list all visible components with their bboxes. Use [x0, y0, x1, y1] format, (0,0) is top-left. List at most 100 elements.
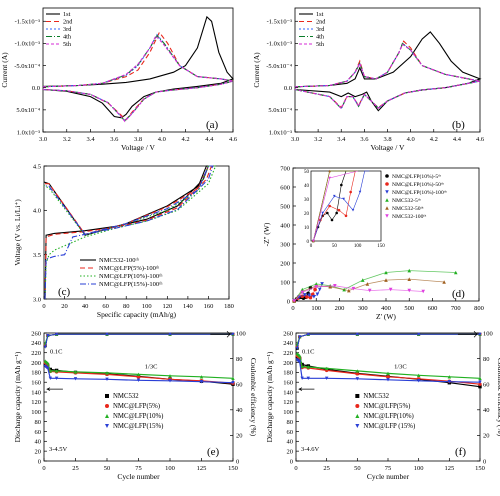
annotation-voltage: 3-4.6V: [301, 446, 320, 453]
x-tick-label: 500: [404, 305, 414, 312]
data-point: [305, 295, 309, 299]
data-point: [307, 293, 312, 298]
y-tick-label: 260: [31, 330, 41, 337]
y-tick-label: 200: [31, 360, 41, 367]
y-tick-label: 0: [287, 298, 290, 305]
y-tick-label: 80: [287, 419, 294, 426]
data-point: [328, 284, 332, 289]
capacity-point: [300, 376, 304, 380]
y-tick-label: 600: [280, 184, 290, 191]
capacity-point: [48, 376, 52, 380]
legend-marker: [385, 174, 389, 178]
efficiency-point: [295, 346, 299, 350]
panel-a: 3.0 3.2 3.4 3.6 3.8 4.0 4.2 4.4 4.6 1.0x10⁻³ 5.0x1…: [0, 7, 238, 152]
x-axis-label: Voltage / V: [121, 143, 155, 152]
inset-x-tick-label: 50: [332, 244, 338, 249]
series-line-1st: [294, 31, 482, 112]
data-point: [300, 290, 305, 295]
y-tick-label: 120: [31, 399, 41, 406]
legend-label: NMC@LFP(15%)-100ᵗʰ: [99, 281, 163, 288]
y-tick-label: 240: [283, 340, 293, 347]
legend-label: NMC532: [113, 393, 139, 400]
arrow-right-axis: [210, 331, 231, 338]
y-right-tick-label: 20: [483, 433, 490, 440]
x-tick-label: 600: [428, 305, 438, 312]
inset-series-line: [313, 170, 358, 242]
series-line-NMC-LFP-15-100-: [43, 165, 214, 300]
capacity-point: [416, 373, 421, 378]
x-axis-label: Cycle number: [117, 472, 160, 481]
capacity-point: [478, 376, 482, 380]
y-right-tick-label: 0: [236, 458, 239, 465]
x-tick-label: 4.0: [158, 136, 166, 143]
y-tick-label: 5.0x10⁻⁴: [268, 107, 292, 114]
legend-marker: [385, 198, 389, 202]
legend-marker: [385, 206, 389, 210]
data-point: [453, 270, 458, 275]
x-tick-label: 100: [165, 465, 175, 472]
capacity-point: [306, 365, 310, 369]
capacity-point: [105, 377, 109, 381]
y-right-tick-label: 80: [483, 356, 490, 363]
legend-label: 1st: [316, 11, 324, 18]
panel-b: 3.0 3.2 3.4 3.6 3.8 4.0 4.2 4.4 4.6 1.0x10⁻³ 5.0x1…: [252, 7, 485, 152]
series-line-5th: [42, 34, 234, 123]
y-tick-label: 60: [287, 429, 294, 436]
y-tick-label: 220: [283, 350, 293, 357]
efficiency-line: [44, 333, 233, 344]
x-tick-label: 3.6: [360, 136, 369, 143]
capacity-point: [447, 375, 452, 379]
x-tick-label: 125: [444, 465, 454, 472]
legend-label: 1st: [63, 11, 71, 18]
capacity-point: [231, 381, 235, 385]
legend-label: NMC@LFP(10%): [113, 413, 163, 420]
arrow-left-axis: [298, 387, 315, 391]
y-tick-label: -1.0x10⁻³: [267, 41, 292, 48]
capacity-point: [73, 370, 78, 374]
x-tick-label: 160: [204, 303, 214, 310]
efficiency-line: [44, 333, 233, 346]
efficiency-point: [168, 332, 172, 336]
capacity-point: [199, 380, 204, 384]
efficiency-point: [55, 332, 59, 336]
data-point: [320, 282, 324, 286]
x-tick-label: 0: [291, 305, 294, 312]
capacity-point: [478, 380, 482, 384]
x-tick-label: 75: [385, 465, 392, 472]
inset-y-tick-label: 40: [304, 184, 310, 189]
y-tick-label: 80: [35, 419, 42, 426]
y-tick-label: 4.5: [33, 163, 41, 170]
capacity-point: [48, 369, 52, 373]
data-point: [347, 288, 351, 293]
efficiency-line: [296, 333, 480, 346]
y-tick-label: 240: [31, 340, 41, 347]
x-tick-label: 140: [183, 303, 193, 310]
y-right-tick-label: 20: [236, 433, 243, 440]
x-tick-label: 4.6: [476, 136, 485, 143]
capacity-point: [478, 382, 482, 386]
capacity-point: [73, 377, 78, 381]
legend-label: NMC@LFP(15%): [113, 423, 163, 430]
series-line-1st: [42, 15, 234, 119]
legend-label: NMC@LFP(10%)-50ᵗʰ: [392, 181, 444, 188]
legend-label: NMC@LFP(5%): [113, 403, 160, 410]
y-axis-label: -Z'' (W): [262, 222, 271, 246]
x-tick-label: 3.2: [63, 136, 71, 143]
y-tick-label: 3.0: [33, 296, 41, 303]
legend-marker: [385, 214, 389, 218]
legend: NMC532 NMC@LFP(5%) NMC@LFP(10%) NMC@LFP(15%…: [105, 393, 163, 430]
y-tick-label: 100: [280, 279, 290, 286]
data-point: [407, 288, 412, 293]
data-point: [442, 280, 446, 284]
y-tick-label: 260: [283, 330, 293, 337]
panel-letter: (a): [206, 119, 219, 131]
data-point: [300, 287, 305, 292]
x-tick-label: 100: [414, 465, 424, 472]
capacity-point: [416, 379, 421, 383]
legend: NMC532 NMC@LFP(5%) NMC@LFP(10%) NMC@LFP (15…: [355, 393, 415, 430]
panel-letter: (f): [455, 446, 466, 458]
y-tick-label: 0: [38, 458, 41, 465]
capacity-point: [447, 380, 452, 384]
